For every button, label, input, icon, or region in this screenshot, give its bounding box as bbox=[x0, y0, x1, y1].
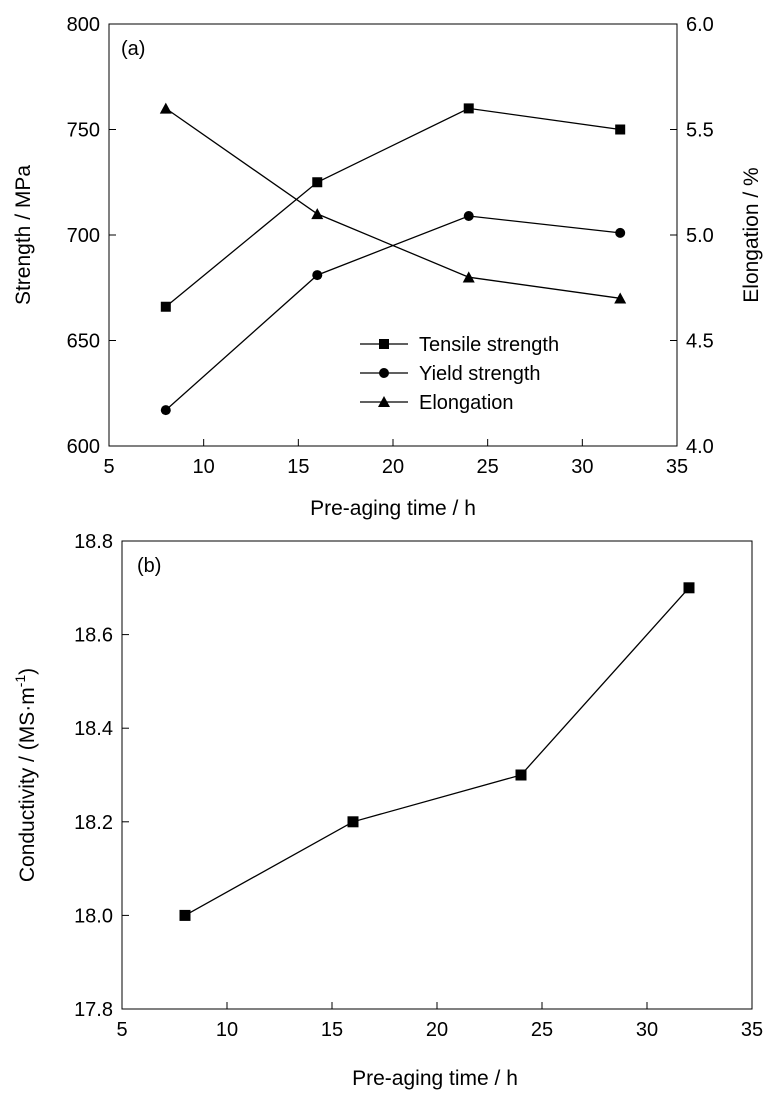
panel-a-x-tick-label: 5 bbox=[103, 456, 114, 478]
panel-a-y2-tick-label: 6.0 bbox=[686, 14, 714, 36]
panel-b-y-ticks: 17.8 18.0 18.2 18.4 18.6 18.8 bbox=[74, 531, 129, 1021]
panel-a-point-tensile-strength bbox=[312, 177, 323, 188]
panel-b-x-tick-label: 15 bbox=[321, 1019, 343, 1041]
panel-b-y-axis-title: Conductivity / (MS·m-1) bbox=[12, 668, 39, 882]
legend-marker-circle bbox=[379, 368, 389, 378]
panel-a-x-tick-label: 35 bbox=[666, 456, 688, 478]
panel-a-series bbox=[159, 102, 627, 416]
panel-a-x-tick-label: 20 bbox=[382, 456, 404, 478]
panel-b-y-axis-title-superscript: -1 bbox=[12, 675, 28, 688]
panel-b-y-axis-title-suffix: ) bbox=[16, 668, 39, 675]
panel-b-x-tick-label: 35 bbox=[741, 1019, 763, 1041]
panel-b-y-axis-title-main: Conductivity / (MS·m bbox=[16, 687, 39, 882]
panel-b-series bbox=[179, 582, 695, 921]
panel-b-label: (b) bbox=[137, 555, 161, 577]
panel-a-y-ticks: 600 650 700 750 800 bbox=[67, 14, 116, 458]
panel-a-y2-tick-label: 4.0 bbox=[686, 436, 714, 458]
panel-b-x-tick-label: 5 bbox=[116, 1019, 127, 1041]
legend-item-tensile-strength: Tensile strength bbox=[360, 334, 559, 356]
panel-a-y2-tick-label: 5.5 bbox=[686, 120, 714, 142]
panel-a-line-elongation bbox=[165, 107, 621, 299]
panel-a-y-tick-label: 800 bbox=[67, 14, 100, 36]
panel-a-point-yield-strength bbox=[312, 270, 323, 281]
panel-a-line-tensile-strength bbox=[165, 107, 621, 308]
panel-a-y2-axis-title: Elongation / % bbox=[740, 167, 763, 302]
panel-a-point-tensile-strength bbox=[160, 301, 171, 312]
panel-a-point-yield-strength bbox=[463, 211, 474, 222]
panel-a-point-yield-strength bbox=[615, 227, 626, 238]
legend-item-yield-strength: Yield strength bbox=[360, 363, 541, 385]
legend-label-tensile-strength: Tensile strength bbox=[419, 334, 559, 356]
panel-a-point-elongation bbox=[159, 102, 172, 114]
legend-marker-square bbox=[379, 339, 389, 349]
panel-b-x-tick-label: 20 bbox=[426, 1019, 448, 1041]
panel-a-x-axis-title: Pre-aging time / h bbox=[310, 497, 476, 520]
panel-b-point-series-0 bbox=[683, 582, 695, 594]
chart-panel-b: 5 10 15 20 25 30 35 17.8 18.0 18.2 18.4 18.6 18.8 (… bbox=[12, 531, 763, 1090]
chart-panel-a: 5 10 15 20 25 30 35 600 650 700 750 800 4.0 4.5 5.0 5… bbox=[12, 14, 763, 520]
panel-a-y2-tick-label: 5.0 bbox=[686, 225, 714, 247]
legend-label-yield-strength: Yield strength bbox=[419, 363, 541, 385]
panel-a-y-axis-title: Strength / MPa bbox=[12, 165, 35, 305]
panel-a-y2-tick-label: 4.5 bbox=[686, 331, 714, 353]
legend-marker-triangle bbox=[378, 396, 390, 407]
panel-b-point-series-0 bbox=[179, 909, 191, 921]
panel-a-x-tick-label: 15 bbox=[287, 456, 309, 478]
panel-a-point-elongation bbox=[462, 271, 475, 283]
panel-b-point-series-0 bbox=[515, 769, 527, 781]
panel-a-x-tick-label: 25 bbox=[477, 456, 499, 478]
panel-a-point-elongation bbox=[614, 292, 627, 304]
panel-a-y-tick-label: 700 bbox=[67, 225, 100, 247]
panel-a-x-tick-label: 30 bbox=[571, 456, 593, 478]
panel-a-x-ticks: 5 10 15 20 25 30 35 bbox=[103, 439, 688, 478]
panel-b-x-tick-label: 25 bbox=[531, 1019, 553, 1041]
panel-a-y-tick-label: 600 bbox=[67, 436, 100, 458]
panel-b-x-ticks: 5 10 15 20 25 30 35 bbox=[116, 1002, 763, 1041]
panel-a-legend: Tensile strength Yield strength Elongati… bbox=[360, 334, 559, 414]
legend-label-elongation: Elongation bbox=[419, 392, 514, 414]
panel-b-x-axis-title: Pre-aging time / h bbox=[352, 1067, 518, 1090]
panel-b-point-series-0 bbox=[347, 816, 359, 828]
panel-a-point-elongation bbox=[311, 208, 324, 220]
panel-b-line-series-0 bbox=[184, 587, 690, 916]
panel-a-y2-ticks: 4.0 4.5 5.0 5.5 6.0 bbox=[670, 14, 714, 458]
panel-b-x-tick-label: 10 bbox=[216, 1019, 238, 1041]
panel-b-y-tick-label: 18.8 bbox=[74, 531, 113, 553]
panel-a-y-tick-label: 750 bbox=[67, 120, 100, 142]
panel-b-y-tick-label: 18.0 bbox=[74, 905, 113, 927]
panel-a-label: (a) bbox=[121, 38, 145, 60]
panel-a-y-tick-label: 650 bbox=[67, 331, 100, 353]
legend-item-elongation: Elongation bbox=[360, 392, 514, 414]
panel-b-y-tick-label: 17.8 bbox=[74, 999, 113, 1021]
panel-a-x-tick-label: 10 bbox=[193, 456, 215, 478]
panel-a-point-tensile-strength bbox=[463, 103, 474, 114]
panel-b-y-tick-label: 18.4 bbox=[74, 718, 113, 740]
panel-a-point-tensile-strength bbox=[615, 124, 626, 135]
panel-b-y-tick-label: 18.2 bbox=[74, 812, 113, 834]
panel-a-point-yield-strength bbox=[160, 405, 171, 416]
panel-b-x-tick-label: 30 bbox=[636, 1019, 658, 1041]
panel-b-y-tick-label: 18.6 bbox=[74, 625, 113, 647]
